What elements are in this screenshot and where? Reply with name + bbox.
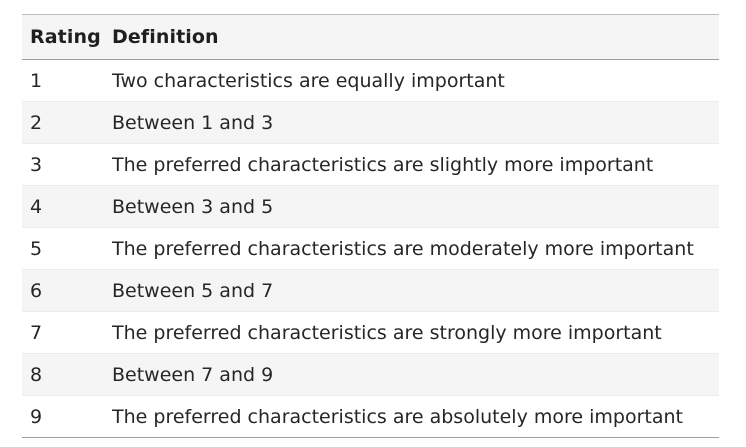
table-row: 8 Between 7 and 9: [22, 353, 719, 396]
definition-cell: Between 7 and 9: [112, 363, 274, 386]
header-rating: Rating: [30, 26, 101, 48]
rating-definition-table: Rating Definition 1 Two characteristics …: [22, 14, 719, 438]
definition-cell: The preferred characteristics are modera…: [112, 237, 694, 260]
rating-cell: 3: [30, 153, 43, 176]
rating-cell: 2: [30, 111, 43, 134]
table-row: 6 Between 5 and 7: [22, 269, 719, 312]
definition-cell: Between 3 and 5: [112, 195, 274, 218]
definition-cell: Between 1 and 3: [112, 111, 274, 134]
table-row: 3 The preferred characteristics are slig…: [22, 144, 719, 186]
table-row: 5 The preferred characteristics are mode…: [22, 228, 719, 270]
rating-cell: 9: [30, 405, 43, 428]
rating-table-container: Rating Definition 1 Two characteristics …: [22, 14, 719, 438]
table-row: 7 The preferred characteristics are stro…: [22, 312, 719, 354]
definition-cell: Two characteristics are equally importan…: [112, 69, 505, 92]
table-row: 4 Between 3 and 5: [22, 185, 719, 228]
table-row: 9 The preferred characteristics are abso…: [22, 396, 719, 438]
rating-cell: 7: [30, 321, 43, 344]
definition-cell: The preferred characteristics are absolu…: [112, 405, 683, 428]
definition-cell: Between 5 and 7: [112, 279, 274, 302]
header-row: Rating Definition: [22, 14, 719, 60]
table-row: 1 Two characteristics are equally import…: [22, 60, 719, 102]
definition-cell: The preferred characteristics are slight…: [112, 153, 654, 176]
table-body: 1 Two characteristics are equally import…: [22, 60, 719, 438]
rating-cell: 4: [30, 195, 43, 218]
rating-cell: 5: [30, 237, 43, 260]
table-header: Rating Definition: [22, 14, 719, 60]
header-definition: Definition: [112, 26, 219, 48]
definition-cell: The preferred characteristics are strong…: [112, 321, 662, 344]
rating-cell: 1: [30, 69, 43, 92]
table-row: 2 Between 1 and 3: [22, 101, 719, 144]
rating-cell: 8: [30, 363, 43, 386]
rating-cell: 6: [30, 279, 43, 302]
